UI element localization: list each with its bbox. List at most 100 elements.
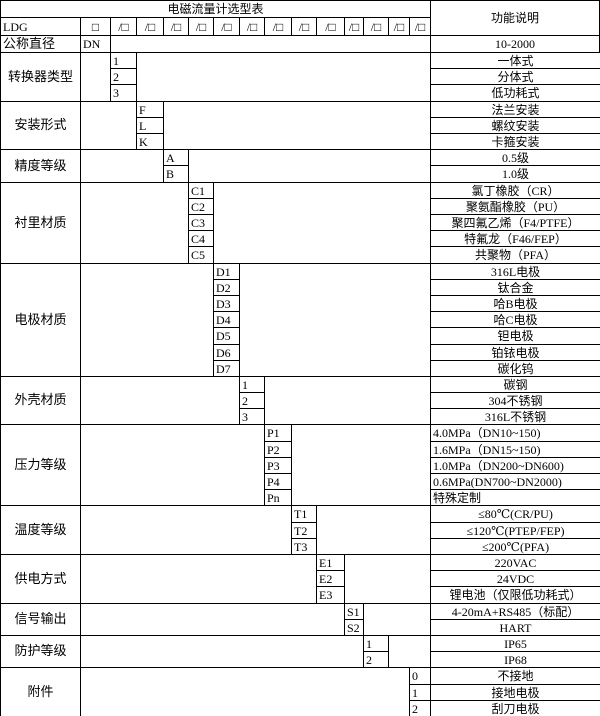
option-code: 2: [363, 651, 389, 668]
option-description: 24VDC: [430, 570, 600, 587]
nominal-diameter-label: 公称直径: [0, 35, 81, 53]
option-description: 氯丁橡胶（CR）: [430, 182, 600, 199]
blank-cell: [80, 554, 317, 604]
option-description: 聚四氟乙烯（F4/PTFE）: [430, 214, 600, 231]
blank-cell: [239, 263, 431, 377]
option-code: E1: [316, 554, 345, 571]
blank-cell: [136, 52, 431, 102]
option-description: 共聚物（PFA）: [430, 246, 600, 264]
blank-cell: [344, 554, 431, 604]
model-slot: /□: [188, 17, 214, 36]
blank-cell: [80, 263, 214, 377]
option-code: 1: [363, 635, 389, 652]
option-code: S1: [344, 603, 364, 620]
model-slot: /□: [291, 17, 317, 36]
option-code: C4: [188, 230, 214, 247]
group-label: 衬里材质: [0, 182, 81, 264]
option-code: 2: [110, 68, 137, 85]
blank-cell: [110, 35, 431, 53]
option-code: T3: [291, 538, 317, 555]
option-code: P1: [264, 424, 292, 442]
group-label: 精度等级: [0, 149, 81, 183]
blank-cell: [213, 182, 431, 264]
blank-cell: [80, 182, 189, 264]
group-label: 附件: [0, 667, 81, 716]
option-description: 接地电极: [430, 684, 600, 701]
option-code: 3: [110, 84, 137, 102]
option-description: ≤80℃(CR/PU): [430, 505, 600, 523]
option-code: 1: [409, 684, 431, 701]
option-description: 哈C电极: [430, 311, 600, 328]
option-code: P3: [264, 457, 292, 474]
blank-cell: [163, 101, 431, 150]
model-slot: /□: [136, 17, 164, 36]
option-description: 卡箍安装: [430, 133, 600, 150]
option-description: ≤120℃(PTEP/FEP): [430, 522, 600, 539]
blank-cell: [80, 424, 265, 506]
model-slot: /□: [239, 17, 265, 36]
option-code: 3: [239, 408, 265, 425]
option-description: 聚氨酯橡胶（PU）: [430, 198, 600, 215]
option-description: 特殊定制: [430, 489, 600, 506]
group-label: 转换器类型: [0, 52, 81, 102]
option-description: 低功耗式: [430, 84, 600, 102]
option-code: S2: [344, 619, 364, 636]
blank-cell: [80, 52, 111, 102]
option-description: 不接地: [430, 667, 600, 685]
model-slot: /□: [344, 17, 364, 36]
option-description: 1.0MPa（DN200~DN600): [430, 457, 600, 474]
option-code: L: [136, 117, 164, 134]
blank-cell: [80, 101, 137, 150]
option-code: D5: [213, 327, 240, 345]
blank-cell: [80, 667, 410, 716]
group-label: 外壳材质: [0, 376, 81, 425]
option-description: 304不锈钢: [430, 392, 600, 409]
option-code: T2: [291, 522, 317, 539]
option-description: IP65: [430, 635, 600, 652]
option-code: C5: [188, 246, 214, 264]
option-code: E2: [316, 570, 345, 587]
group-label: 信号输出: [0, 603, 81, 636]
nominal-diameter-code: DN: [80, 35, 111, 53]
option-description: 316L电极: [430, 263, 600, 280]
option-description: 特氟龙（F46/FEP）: [430, 230, 600, 247]
option-description: 4.0MPa（DN10~150): [430, 424, 600, 442]
option-description: 0.5级: [430, 149, 600, 166]
option-description: 分体式: [430, 68, 600, 85]
option-code: 2: [239, 392, 265, 409]
option-description: 316L不锈钢: [430, 408, 600, 425]
option-description: 铂铱电极: [430, 344, 600, 361]
option-code: B: [163, 165, 189, 183]
model-slot: /□: [388, 17, 410, 36]
option-code: 1: [239, 376, 265, 393]
group-label: 温度等级: [0, 505, 81, 555]
option-code: P4: [264, 473, 292, 490]
blank-cell: [388, 635, 431, 668]
option-code: 2: [409, 700, 431, 716]
option-description: 1.6MPa（DN15~150): [430, 441, 600, 458]
blank-cell: [188, 149, 431, 183]
option-description: 碳化钨: [430, 360, 600, 377]
model-slot: /□: [316, 17, 345, 36]
option-description: 1.0级: [430, 165, 600, 183]
blank-cell: [80, 603, 345, 636]
group-label: 防护等级: [0, 635, 81, 668]
option-description: 螺纹安装: [430, 117, 600, 134]
option-code: D1: [213, 263, 240, 280]
table-title: 电磁流量计选型表: [0, 0, 431, 18]
option-description: 0.6MPa(DN700~DN2000): [430, 473, 600, 490]
model-slot: /□: [363, 17, 389, 36]
option-code: A: [163, 149, 189, 166]
group-label: 电极材质: [0, 263, 81, 377]
function-header: 功能说明: [430, 0, 600, 36]
option-code: 1: [110, 52, 137, 69]
option-description: 碳钢: [430, 376, 600, 393]
option-code: E3: [316, 586, 345, 604]
option-code: D2: [213, 279, 240, 296]
option-description: 220VAC: [430, 554, 600, 571]
option-code: D6: [213, 344, 240, 361]
option-code: K: [136, 133, 164, 150]
model-slot: /□: [264, 17, 292, 36]
blank-cell: [291, 424, 431, 506]
group-label: 供电方式: [0, 554, 81, 604]
